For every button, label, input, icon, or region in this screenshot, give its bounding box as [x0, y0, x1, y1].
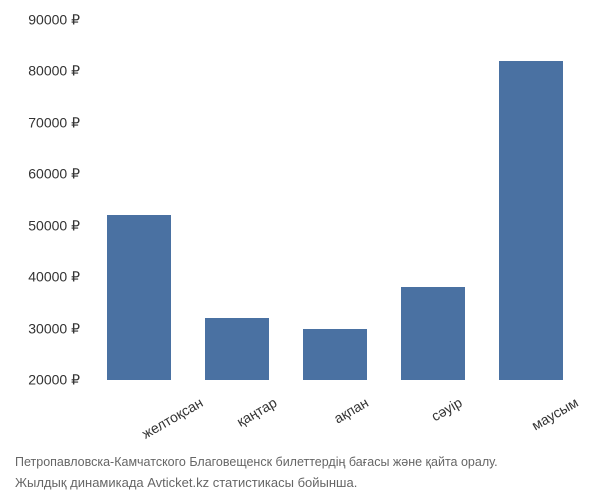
x-tick-label: маусым — [529, 394, 581, 433]
y-tick-label: 30000 ₽ — [0, 320, 80, 337]
bars-group — [90, 20, 580, 380]
caption-line-2: Жылдық динамикада Avticket.kz статистика… — [0, 475, 600, 490]
x-axis-labels: желтоқсан қаңтар ақпан сәуір маусым — [90, 385, 580, 445]
y-tick-label: 40000 ₽ — [0, 269, 80, 286]
caption-line-1: Петропавловска-Камчатского Благовещенск … — [0, 455, 600, 469]
bar — [107, 215, 171, 380]
bar — [205, 318, 269, 380]
bar — [499, 61, 563, 380]
bar — [303, 329, 367, 380]
chart-container: 20000 ₽30000 ₽40000 ₽50000 ₽60000 ₽70000… — [90, 20, 580, 380]
plot-area — [90, 20, 580, 380]
y-tick-label: 50000 ₽ — [0, 217, 80, 234]
x-tick-label: сәуір — [428, 394, 464, 424]
y-tick-label: 90000 ₽ — [0, 12, 80, 29]
bar — [401, 287, 465, 380]
y-tick-label: 20000 ₽ — [0, 372, 80, 389]
x-tick-label: ақпан — [331, 394, 371, 426]
y-tick-label: 80000 ₽ — [0, 63, 80, 80]
x-tick-label: желтоқсан — [139, 394, 205, 442]
y-tick-label: 60000 ₽ — [0, 166, 80, 183]
y-axis: 20000 ₽30000 ₽40000 ₽50000 ₽60000 ₽70000… — [0, 20, 85, 380]
x-tick-label: қаңтар — [234, 394, 280, 430]
y-tick-label: 70000 ₽ — [0, 114, 80, 131]
